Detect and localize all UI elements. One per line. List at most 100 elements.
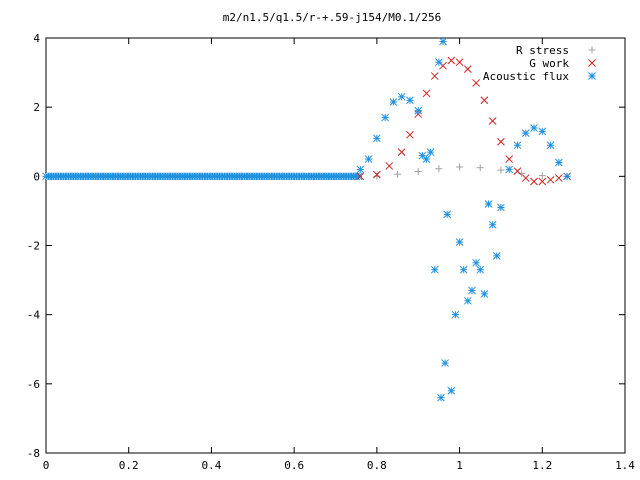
data-point-stroke <box>484 200 493 208</box>
data-point <box>422 155 431 163</box>
data-point-stroke <box>406 96 414 105</box>
data-point-stroke <box>472 258 480 267</box>
series-acoustic-flux <box>356 37 571 402</box>
data-point <box>439 37 447 46</box>
data-point <box>397 92 406 101</box>
data-point <box>437 393 445 402</box>
data-point-stroke <box>430 265 439 274</box>
data-point-stroke <box>418 151 427 160</box>
data-point-stroke <box>463 65 472 73</box>
data-point-stroke <box>397 92 406 101</box>
data-point <box>406 96 414 105</box>
data-point <box>463 296 472 305</box>
series-r-stress <box>373 163 571 180</box>
data-point-stroke <box>373 134 381 143</box>
data-point-stroke <box>447 386 456 395</box>
x-tick-label: 1.4 <box>615 459 635 472</box>
data-point <box>373 172 381 180</box>
data-point-stroke <box>437 393 445 402</box>
data-point <box>389 98 398 106</box>
data-point <box>435 58 443 67</box>
data-point <box>476 265 485 274</box>
legend-label: G work <box>529 57 569 70</box>
data-point-stroke <box>439 61 447 70</box>
data-point <box>488 117 497 125</box>
x-tick-label: 1.2 <box>532 459 552 472</box>
y-tick-label: -8 <box>27 447 40 460</box>
data-point-stroke <box>439 37 447 46</box>
data-point-stroke <box>455 58 464 67</box>
data-point <box>538 127 547 136</box>
data-point <box>418 151 427 160</box>
legend-marker-stroke <box>588 72 596 80</box>
data-point-stroke <box>480 96 489 105</box>
data-point <box>513 141 522 150</box>
data-point <box>484 200 493 208</box>
data-point-stroke <box>497 203 505 212</box>
data-point <box>459 265 468 274</box>
data-point-stroke <box>414 106 423 115</box>
data-point <box>554 174 563 182</box>
data-point-stroke <box>521 129 530 137</box>
data-point <box>530 124 538 132</box>
data-point-stroke <box>455 238 464 246</box>
data-point-stroke <box>505 165 514 174</box>
x-tick-label: 0.8 <box>367 459 387 472</box>
data-point-stroke <box>430 72 439 80</box>
axes: 0 0.2 0.4 0.6 0.8 1 1.2 1.4 -8 -6 -4 -2 0 2 4 <box>27 32 636 472</box>
data-point <box>521 129 530 137</box>
data-point <box>397 148 406 156</box>
data-point <box>530 177 538 186</box>
data-point <box>554 158 563 167</box>
data-point-stroke <box>530 177 538 186</box>
data-point-stroke <box>546 175 555 184</box>
data-point <box>488 220 497 229</box>
data-point <box>563 172 571 181</box>
data-point-stroke <box>406 130 414 139</box>
data-point <box>497 137 505 146</box>
y-tick-label: -2 <box>27 240 40 253</box>
data-point <box>385 162 394 170</box>
data-point <box>480 290 489 298</box>
data-point <box>447 386 456 395</box>
data-point-stroke <box>480 290 489 298</box>
data-point-stroke <box>364 155 373 163</box>
baseline-point-stroke <box>354 172 363 181</box>
data-point-stroke <box>538 177 547 186</box>
data-point <box>447 56 456 65</box>
data-point-stroke <box>505 155 514 163</box>
legend-marker-stroke <box>588 59 596 67</box>
data-point <box>422 89 431 98</box>
x-tick-label: 1 <box>456 459 463 472</box>
data-point <box>546 141 555 150</box>
data-point-stroke <box>389 98 398 106</box>
data-point <box>456 163 464 171</box>
data-point-stroke <box>356 165 365 174</box>
data-point <box>356 172 365 181</box>
data-point-stroke <box>422 89 431 98</box>
data-point-stroke <box>468 286 476 295</box>
chart-title: m2/n1.5/q1.5/r-+.59-j154/M0.1/256 <box>223 11 442 24</box>
data-point <box>406 130 414 139</box>
data-point <box>441 359 449 367</box>
y-tick-label: -4 <box>27 309 41 322</box>
baseline-point <box>354 172 363 181</box>
data-point <box>443 210 452 219</box>
data-point-stroke <box>435 58 443 67</box>
data-point-stroke <box>476 265 485 274</box>
data-point <box>364 155 373 163</box>
data-point <box>521 174 530 182</box>
data-marks <box>42 37 571 402</box>
data-point <box>472 79 480 87</box>
data-point-stroke <box>488 220 497 229</box>
data-point <box>455 58 464 67</box>
data-point <box>426 148 435 156</box>
data-point-stroke <box>443 210 452 219</box>
data-point-stroke <box>513 141 522 150</box>
data-point <box>497 166 505 174</box>
data-point-stroke <box>521 174 530 182</box>
data-point-stroke <box>459 265 468 274</box>
data-point-stroke <box>546 141 555 150</box>
